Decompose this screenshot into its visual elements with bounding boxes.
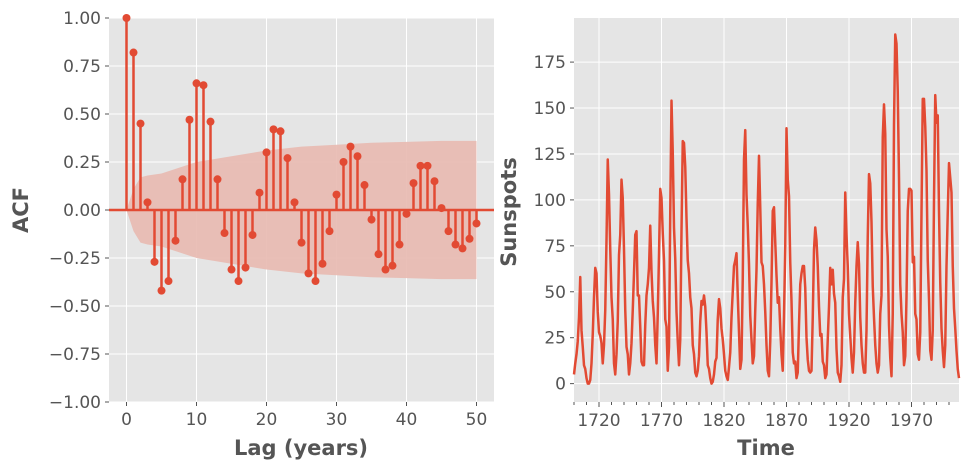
sunspots-y-tick-label: 150 [534, 99, 566, 119]
acf-y-tick-label: −0.75 [49, 345, 101, 365]
acf-point [458, 244, 467, 253]
acf-point [444, 227, 453, 236]
acf-point [283, 154, 292, 163]
sunspots-y-tick-label: 100 [534, 191, 566, 211]
acf-point [255, 188, 264, 197]
sunspots-y-tick-label: 50 [544, 283, 566, 303]
acf-point [416, 161, 425, 170]
acf-point [318, 259, 327, 268]
sunspots-y-tick-label: 125 [534, 145, 566, 165]
acf-point [430, 177, 439, 186]
acf-y-tick-label: −0.50 [49, 297, 101, 317]
acf-point [269, 125, 278, 134]
acf-point [171, 236, 180, 245]
acf-point [423, 161, 432, 170]
acf-point [472, 219, 481, 228]
sunspots-x-axis-label: Time [737, 436, 795, 460]
acf-x-ticks: 0 10 20 30 40 50 [121, 402, 487, 430]
acf-y-tick-label: 0.75 [63, 57, 101, 77]
acf-point [248, 230, 257, 239]
sunspots-line [572, 33, 961, 385]
acf-point [206, 117, 215, 126]
acf-point [192, 79, 201, 88]
sunspots-x-tick-label: 1770 [640, 411, 683, 431]
acf-point [381, 265, 390, 274]
acf-point [157, 286, 166, 295]
acf-point [395, 240, 404, 249]
acf-point [367, 215, 376, 224]
acf-point [241, 263, 250, 272]
acf-point [150, 257, 159, 266]
acf-x-tick-label: 50 [466, 410, 488, 430]
acf-y-tick-label: −1.00 [49, 393, 101, 413]
acf-point [213, 175, 222, 184]
acf-y-tick-label: 0.00 [63, 201, 101, 221]
acf-point [339, 158, 348, 166]
acf-point [297, 238, 306, 247]
sunspots-x-tick-label: 1720 [577, 411, 620, 431]
acf-point [136, 119, 145, 128]
sunspots-y-tick-label: 75 [544, 237, 566, 257]
acf-point [262, 148, 271, 157]
acf-y-tick-label: −0.25 [49, 249, 101, 269]
acf-point [227, 265, 236, 274]
acf-panel: 0 10 20 30 40 50 −1.00 −0.75 −0.50 −0.25 0.00 0.25… [9, 9, 494, 460]
acf-x-tick-label: 40 [396, 410, 418, 430]
acf-point [409, 179, 418, 188]
acf-point [178, 175, 187, 184]
acf-y-ticks: −1.00 −0.75 −0.50 −0.25 0.00 0.25 0.50 0.75 1.00 [49, 9, 109, 413]
acf-point [234, 277, 243, 286]
acf-point [374, 250, 383, 259]
acf-point [388, 261, 397, 270]
acf-stems [109, 14, 494, 295]
acf-y-tick-label: 0.50 [63, 105, 101, 125]
acf-point [325, 227, 334, 236]
acf-point [311, 277, 320, 286]
acf-y-tick-label: 0.25 [63, 153, 101, 173]
acf-x-axis-label: Lag (years) [234, 436, 368, 460]
acf-point [437, 204, 446, 213]
sunspots-x-tick-label: 1970 [890, 411, 933, 431]
sunspots-y-tick-label: 25 [544, 329, 566, 349]
acf-x-tick-label: 20 [256, 410, 278, 430]
acf-point [451, 240, 460, 249]
sunspots-series [572, 33, 961, 385]
acf-point [353, 152, 362, 161]
acf-point [465, 234, 474, 243]
acf-point [290, 198, 299, 207]
acf-point [402, 209, 411, 218]
acf-point [220, 229, 229, 238]
sunspots-x-tick-label: 1920 [827, 411, 870, 431]
sunspots-y-ticks: 0 25 50 75 100 125 150 175 [534, 53, 574, 395]
acf-point [346, 142, 355, 151]
acf-x-tick-label: 10 [186, 410, 208, 430]
acf-x-tick-label: 0 [121, 410, 132, 430]
sunspots-x-tick-label: 1820 [702, 411, 745, 431]
sunspots-panel: 1720 1770 1820 1870 1920 1970 0 25 50 75 100 125 15… [497, 18, 961, 460]
acf-point [199, 81, 208, 90]
sunspots-x-ticks: 1720 1770 1820 1870 1920 1970 [573, 402, 950, 431]
acf-x-tick-label: 30 [326, 410, 348, 430]
acf-point [276, 127, 285, 136]
acf-y-tick-label: 1.00 [63, 9, 101, 29]
sunspots-x-tick-label: 1870 [765, 411, 808, 431]
sunspots-y-axis-label: Sunspots [497, 157, 521, 267]
acf-point [122, 14, 131, 22]
acf-point [332, 190, 341, 199]
acf-point [360, 181, 369, 190]
sunspots-y-tick-label: 0 [555, 375, 566, 395]
sunspots-y-tick-label: 175 [534, 53, 566, 73]
acf-point [185, 115, 194, 124]
acf-point [304, 269, 313, 278]
acf-point [164, 277, 173, 286]
acf-point [143, 198, 152, 207]
acf-y-axis-label: ACF [9, 187, 33, 233]
acf-point [129, 48, 138, 57]
